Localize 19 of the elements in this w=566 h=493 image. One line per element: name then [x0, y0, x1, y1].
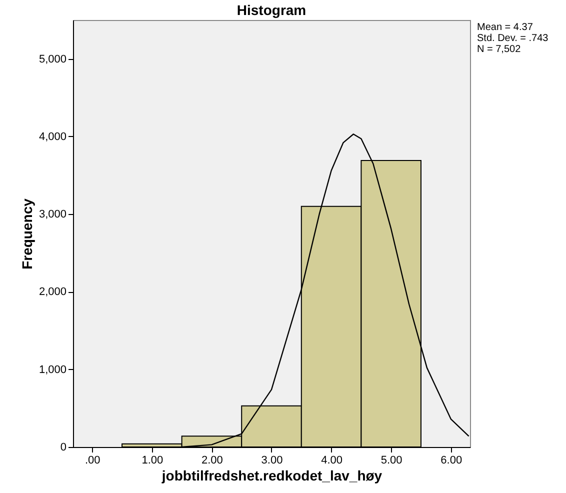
x-tick-label: 4.00: [321, 454, 342, 466]
y-tick-label: 4,000: [38, 130, 66, 143]
y-tick-label: 2,000: [38, 286, 66, 298]
y-axis-title: Frequency: [18, 198, 35, 270]
x-tick-label: 1.00: [142, 454, 164, 466]
text: Std. Dev. = .743: [477, 33, 548, 44]
y-tick-label: 1,000: [38, 364, 66, 376]
x-tick-label: 5.00: [380, 454, 402, 466]
x-tick-label: 3.00: [261, 454, 283, 466]
chart-title: Histogram: [236, 2, 306, 18]
text: N = 7,502: [477, 44, 522, 55]
x-tick-label: .00: [84, 454, 100, 466]
y-tick-label: 5,000: [38, 53, 66, 66]
text: Mean = 4.37: [477, 22, 534, 33]
y-tick-label: 3,000: [38, 208, 66, 221]
y-tick-label: 0: [60, 442, 66, 454]
x-tick-label: 6.00: [440, 454, 462, 466]
x-tick-label: 2.00: [202, 454, 223, 466]
x-axis-title: jobbtilfredshet.redkodet_lav_høy: [160, 468, 382, 484]
